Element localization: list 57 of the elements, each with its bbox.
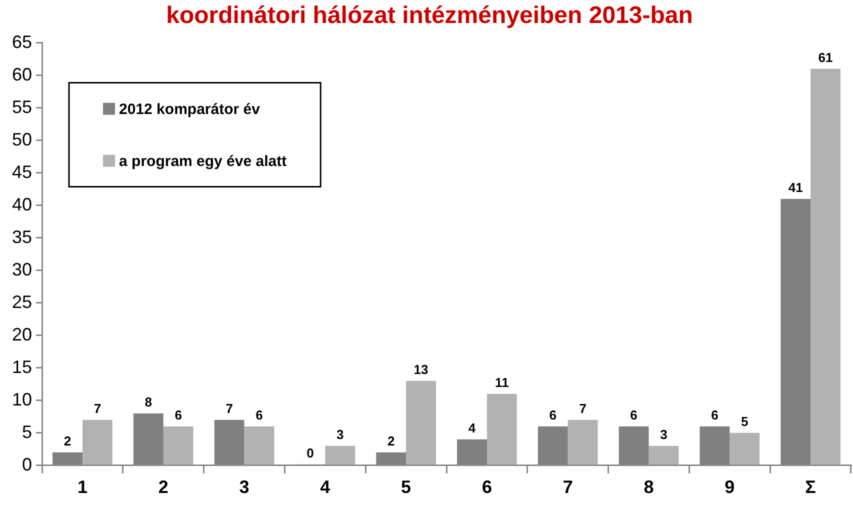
data-label: 41: [788, 180, 803, 195]
chart-title: koordinátori hálózat intézményeiben 2013-ban: [166, 2, 693, 30]
data-label: 6: [630, 407, 638, 422]
y-tick-label: 40: [12, 194, 32, 214]
data-label: 0: [306, 445, 314, 460]
y-tick-label: 15: [12, 356, 32, 377]
y-tick-label: 45: [12, 162, 32, 182]
data-label: 7: [94, 400, 102, 416]
y-tick-label: 10: [12, 389, 32, 410]
bar: [648, 446, 679, 465]
y-tick-label: 20: [12, 324, 32, 344]
x-tick-label: 4: [320, 477, 330, 498]
bar: [568, 420, 598, 465]
bar: [325, 446, 356, 465]
x-tick-label: 6: [482, 477, 492, 498]
x-tick-label: 9: [724, 477, 735, 498]
x-tick-label: 5: [401, 477, 412, 498]
data-label: 6: [256, 407, 263, 422]
x-tick-label: 2: [158, 477, 168, 498]
data-label: 61: [818, 50, 833, 65]
data-label: 6: [549, 407, 557, 422]
y-tick-label: 25: [12, 292, 32, 312]
data-label: 3: [336, 426, 344, 442]
data-label: 7: [579, 400, 586, 416]
bar: [486, 394, 517, 465]
data-label: 2: [387, 433, 395, 448]
legend-label: a program egy éve alatt: [119, 152, 287, 170]
x-tick-label: 1: [77, 477, 88, 498]
data-label: 3: [660, 426, 668, 442]
y-tick-label: 55: [12, 96, 32, 117]
bar: [730, 432, 760, 465]
y-tick-label: 35: [12, 226, 32, 247]
data-label: 11: [495, 374, 509, 390]
bar: [82, 420, 112, 465]
x-tick-label: 3: [239, 477, 250, 498]
data-label: 13: [414, 362, 428, 377]
y-tick-label: 50: [12, 129, 32, 150]
data-label: 8: [144, 394, 152, 410]
y-tick-label: 65: [12, 32, 32, 52]
data-label: 4: [468, 420, 476, 436]
data-label: 6: [174, 407, 182, 422]
bar: [244, 426, 274, 465]
y-tick-label: 30: [12, 259, 32, 280]
data-label: 7: [226, 400, 233, 416]
bar: [163, 426, 194, 465]
x-tick-label: 7: [562, 477, 573, 498]
y-tick-label: 60: [12, 64, 32, 84]
data-label: 2: [64, 433, 72, 448]
x-tick-label: Σ: [805, 477, 816, 498]
x-tick-label: 8: [644, 477, 654, 498]
bar: [810, 68, 840, 465]
legend-label: 2012 komparátor év: [119, 100, 261, 118]
y-tick-label: 5: [22, 422, 32, 442]
y-tick-label: 0: [22, 454, 32, 474]
bar: [406, 380, 436, 465]
data-label: 5: [741, 414, 748, 429]
data-label: 6: [711, 407, 718, 422]
